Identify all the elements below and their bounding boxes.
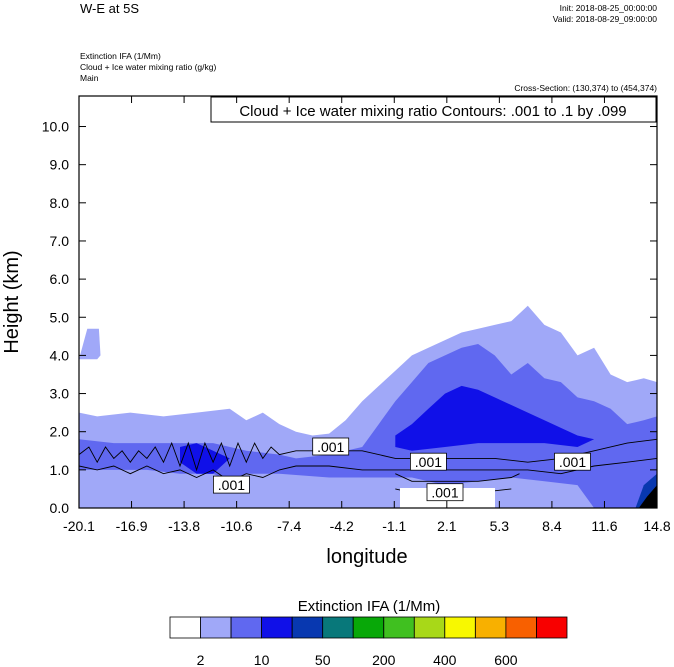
colorbar-swatch-8 — [413, 616, 446, 639]
x-tick-label-8: 5.3 — [490, 518, 510, 534]
contour-label-box-0 — [212, 475, 250, 494]
colorbar-swatch-7 — [383, 616, 415, 639]
field-name-extinction: Extinction IFA (1/Mm) — [80, 51, 161, 61]
contour-label-box-4 — [554, 452, 591, 471]
colorbar-label-1: 10 — [254, 652, 270, 667]
x-tick-label-7: 2.1 — [437, 518, 457, 534]
contour-legend-text: Cloud + Ice water mixing ratio Contours:… — [239, 103, 626, 120]
y-axis-label: Height (km) — [1, 250, 23, 353]
contour-label-box-1 — [312, 437, 350, 456]
colorbar-swatch-10 — [474, 616, 507, 639]
colorbar-label-4: 400 — [433, 652, 457, 667]
x-tick-label-11: 14.8 — [643, 518, 670, 534]
contour-label-box-2 — [409, 452, 447, 471]
contour-label-box-3 — [426, 483, 464, 502]
chart-title: W-E at 5S — [80, 1, 139, 16]
extinction-region-2 — [79, 344, 657, 508]
colorbar-label-0: 2 — [197, 652, 205, 667]
y-tick-label-10: 10.0 — [42, 119, 69, 135]
x-tick-label-2: -13.8 — [168, 518, 200, 534]
contour-label-1: .001 — [317, 439, 344, 455]
contour-line-2 — [395, 473, 520, 482]
colorbar — [169, 616, 568, 639]
y-tick-label-0: 0.0 — [50, 500, 70, 516]
x-axis-label: longitude — [326, 546, 407, 568]
contour-value-labels: .001 .001 .001 .001 .001 — [212, 437, 591, 502]
y-tick-label-6: 6.0 — [50, 271, 70, 287]
colorbar-label-5: 600 — [494, 652, 518, 667]
colorbar-swatch-11 — [505, 616, 537, 639]
init-time: Init: 2018-08-25_00:00:00 — [560, 3, 658, 13]
y-tick-label-9: 9.0 — [50, 157, 70, 173]
x-tick-label-5: -4.2 — [330, 518, 354, 534]
x-tick-label-0: -20.1 — [63, 518, 95, 534]
contour-legend-box — [210, 96, 657, 123]
extinction-region-3 — [395, 385, 595, 451]
colorbar-swatch-5 — [322, 616, 354, 639]
extinction-fill-layer — [79, 305, 657, 508]
y-tick-label-1: 1.0 — [50, 462, 70, 478]
field-name-mixing-ratio: Cloud + Ice water mixing ratio (g/kg) — [80, 62, 216, 72]
y-tick-label-2: 2.0 — [50, 424, 70, 440]
contour-label-3: .001 — [431, 485, 458, 501]
contour-line-1 — [79, 457, 657, 482]
contour-label-4: .001 — [559, 454, 586, 470]
colorbar-title: Extinction IFA (1/Mm) — [298, 598, 441, 615]
colorbar-swatch-4 — [291, 616, 324, 639]
x-tick-label-9: 8.4 — [542, 518, 562, 534]
colorbar-label-3: 200 — [372, 652, 396, 667]
extinction-region-4 — [180, 443, 230, 474]
colorbar-swatch-0 — [169, 616, 201, 639]
x-tick-label-3: -10.6 — [221, 518, 253, 534]
x-tick-label-1: -16.9 — [116, 518, 148, 534]
y-tick-label-8: 8.0 — [50, 195, 70, 211]
extinction-region-6 — [638, 485, 657, 508]
colorbar-swatch-6 — [352, 616, 385, 639]
colorbar-swatch-2 — [230, 616, 263, 639]
contour-label-0: .001 — [218, 477, 245, 493]
colorbar-swatch-1 — [200, 616, 232, 639]
y-tick-label-7: 7.0 — [50, 233, 70, 249]
y-axis: 0.0 1.0 2.0 3.0 4.0 5.0 6.0 7.0 8.0 9.0 10.0 — [42, 119, 657, 516]
y-tick-label-3: 3.0 — [50, 386, 70, 402]
y-tick-label-5: 5.0 — [50, 309, 70, 325]
contour-line-0 — [79, 438, 657, 472]
plot-frame — [78, 95, 658, 509]
x-axis: -20.1 -16.9 -13.8 -10.6 -7.4 -4.2 -1.1 2.1 5.3 8.… — [63, 96, 671, 534]
colorbar-swatch-9 — [444, 616, 476, 639]
colorbar-swatch-3 — [261, 616, 293, 639]
colorbar-label-2: 50 — [315, 652, 331, 667]
colorbar-swatch-12 — [536, 616, 568, 639]
y-tick-label-4: 4.0 — [50, 347, 70, 363]
x-tick-label-4: -7.4 — [277, 518, 301, 534]
cross-section-info: Cross-Section: (130,374) to (454,374) — [514, 83, 657, 93]
colorbar-labels: 2 10 50 200 400 600 — [197, 652, 518, 667]
field-name-main: Main — [80, 73, 99, 83]
x-tick-label-6: -1.1 — [382, 518, 406, 534]
x-tick-label-10: 11.6 — [591, 518, 617, 534]
valid-time: Valid: 2018-08-29_09:00:00 — [553, 14, 658, 24]
extinction-region-1 — [79, 328, 101, 360]
contour-label-2: .001 — [415, 454, 442, 470]
